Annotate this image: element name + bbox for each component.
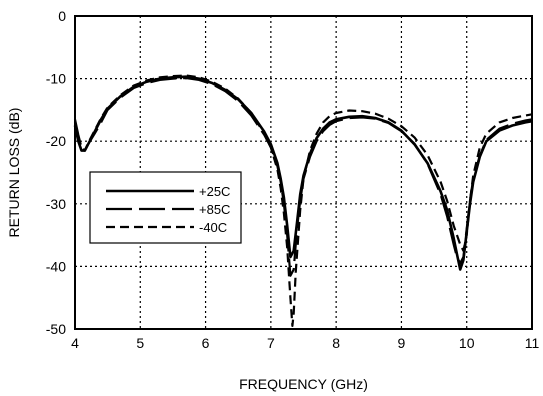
y-tick-label: -10	[46, 71, 66, 87]
x-tick-label: 6	[202, 335, 210, 351]
y-tick-label: -20	[46, 133, 66, 149]
legend-label-25c: +25C	[199, 184, 230, 199]
legend-label-85c: +85C	[199, 202, 230, 217]
legend-label-minus40c: -40C	[199, 220, 227, 235]
x-tick-label: 10	[459, 335, 475, 351]
x-tick-label: 9	[398, 335, 406, 351]
x-tick-label: 4	[71, 335, 79, 351]
y-axis-title: RETURN LOSS (dB)	[6, 108, 22, 238]
x-tick-label: 8	[332, 335, 340, 351]
y-tick-label: 0	[58, 8, 66, 24]
legend-box	[89, 171, 242, 244]
y-tick-label: -40	[46, 258, 66, 274]
plot-frame	[74, 15, 533, 330]
series-line-1	[73, 76, 533, 277]
axis-ticks: 4 5 6 7 8 9 10 11 0 -10 -20 -30 -40 -50	[46, 8, 540, 351]
y-tick-label: -30	[46, 196, 66, 212]
x-tick-label: 5	[136, 335, 144, 351]
plot-series	[73, 74, 533, 327]
x-tick-label: 11	[525, 335, 540, 351]
y-tick-label: -50	[46, 321, 66, 337]
series-line-2	[73, 74, 533, 327]
x-axis-title: FREQUENCY (GHz)	[239, 376, 368, 392]
legend: +25C +85C -40C	[89, 171, 242, 244]
x-tick-label: 7	[267, 335, 275, 351]
